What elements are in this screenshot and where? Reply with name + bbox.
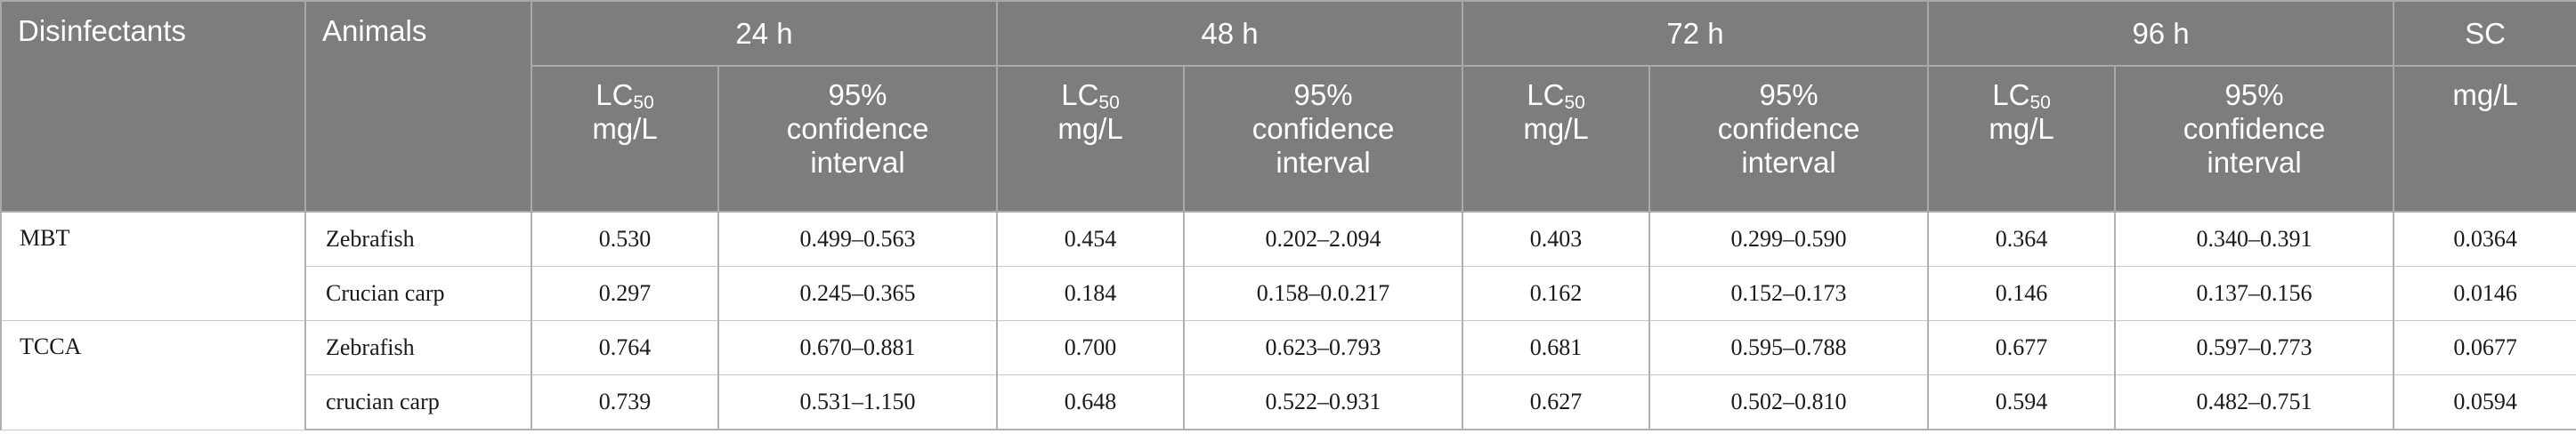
- header-ci-48h: 95% confidence interval: [1183, 65, 1464, 213]
- lc50-48h-cell: 0.648: [996, 374, 1186, 430]
- lc50-72h-cell: 0.627: [1462, 374, 1651, 430]
- ci-96h-cell: 0.482–0.751: [2114, 374, 2395, 430]
- lc-unit: mg/L: [1523, 112, 1589, 145]
- lc-unit: mg/L: [1989, 112, 2054, 145]
- animal-cell: crucian carp: [304, 374, 532, 430]
- lc50-24h-cell: 0.739: [531, 374, 719, 430]
- lc-subscript: 50: [1564, 92, 1585, 113]
- ci-line3: interval: [1276, 146, 1371, 179]
- ci-line1: 95%: [1293, 78, 1353, 111]
- disinfectant-cell: TCCA: [0, 320, 306, 430]
- sc-cell: 0.0364: [2393, 211, 2576, 267]
- sc-cell: 0.0146: [2393, 266, 2576, 321]
- header-disinfectants: Disinfectants: [0, 0, 306, 213]
- lc50-72h-cell: 0.162: [1462, 266, 1651, 321]
- sc-cell: 0.0594: [2393, 374, 2576, 430]
- ci-48h-cell: 0.158–0.0.217: [1183, 266, 1464, 321]
- disinfectant-cell: MBT: [0, 211, 306, 321]
- ci-24h-cell: 0.245–0.365: [717, 266, 999, 321]
- ci-24h-cell: 0.499–0.563: [717, 211, 999, 267]
- ci-line1: 95%: [2224, 78, 2284, 111]
- header-sc-unit: mg/L: [2393, 65, 2576, 213]
- header-lc50-24h: LC50 mg/L: [531, 65, 719, 213]
- ci-line2: confidence: [2183, 112, 2326, 145]
- ci-24h-cell: 0.531–1.150: [717, 374, 999, 430]
- ci-72h-cell: 0.299–0.590: [1648, 211, 1930, 267]
- header-sc: SC: [2393, 0, 2576, 67]
- ci-48h-cell: 0.522–0.931: [1183, 374, 1464, 430]
- ci-72h-cell: 0.595–0.788: [1648, 320, 1930, 375]
- ci-line1: 95%: [1759, 78, 1819, 111]
- header-lc50-96h: LC50 mg/L: [1927, 65, 2117, 213]
- ci-line3: interval: [2207, 146, 2302, 179]
- animal-cell: Zebrafish: [304, 211, 532, 267]
- header-48h: 48 h: [996, 0, 1464, 67]
- header-24h: 24 h: [530, 0, 999, 67]
- ci-line3: interval: [810, 146, 905, 179]
- animal-cell: Zebrafish: [304, 320, 532, 375]
- lc50-48h-cell: 0.700: [996, 320, 1186, 375]
- table-header: Disinfectants Animals 24 h 48 h 72 h 96 …: [0, 0, 2576, 213]
- ci-48h-cell: 0.202–2.094: [1183, 211, 1464, 267]
- lc50-72h-cell: 0.403: [1462, 211, 1651, 267]
- header-ci-96h: 95% confidence interval: [2114, 65, 2395, 213]
- ci-line2: confidence: [786, 112, 929, 145]
- table-row: Crucian carp 0.297 0.245–0.365 0.184 0.1…: [1, 266, 2576, 321]
- ci-72h-cell: 0.152–0.173: [1648, 266, 1930, 321]
- header-lc50-48h: LC50 mg/L: [996, 65, 1186, 213]
- lc-unit: mg/L: [1057, 112, 1123, 145]
- ci-line2: confidence: [1717, 112, 1860, 145]
- lc50-24h-cell: 0.764: [531, 320, 719, 375]
- lc-label: LC: [1061, 78, 1099, 111]
- lc50-96h-cell: 0.146: [1927, 266, 2117, 321]
- ci-72h-cell: 0.502–0.810: [1648, 374, 1930, 430]
- ci-24h-cell: 0.670–0.881: [717, 320, 999, 375]
- table-row: crucian carp 0.739 0.531–1.150 0.648 0.5…: [1, 374, 2576, 430]
- lc50-48h-cell: 0.184: [996, 266, 1186, 321]
- table-row: MBT Zebrafish 0.530 0.499–0.563 0.454 0.…: [0, 211, 2576, 321]
- lc50-24h-cell: 0.530: [531, 211, 719, 267]
- table-row: TCCA Zebrafish 0.764 0.670–0.881 0.700 0…: [0, 320, 2576, 430]
- sc-cell: 0.0677: [2393, 320, 2576, 375]
- header-ci-24h: 95% confidence interval: [717, 65, 999, 213]
- ci-96h-cell: 0.340–0.391: [2114, 211, 2395, 267]
- lc50-72h-cell: 0.681: [1462, 320, 1651, 375]
- header-row-metrics: LC50 mg/L 95% confidence interval LC50 m…: [1, 65, 2576, 213]
- header-72h: 72 h: [1462, 0, 1930, 67]
- ci-line2: confidence: [1252, 112, 1395, 145]
- lc-label: LC: [1527, 78, 1565, 111]
- lc-label: LC: [595, 78, 634, 111]
- lc50-24h-cell: 0.297: [531, 266, 719, 321]
- header-ci-72h: 95% confidence interval: [1648, 65, 1930, 213]
- ci-96h-cell: 0.137–0.156: [2114, 266, 2395, 321]
- lc50-48h-cell: 0.454: [996, 211, 1186, 267]
- header-lc50-72h: LC50 mg/L: [1462, 65, 1651, 213]
- lc-subscript: 50: [1098, 92, 1120, 113]
- header-96h: 96 h: [1927, 0, 2395, 67]
- lc-subscript: 50: [2029, 92, 2051, 113]
- lc-subscript: 50: [633, 92, 654, 113]
- ci-96h-cell: 0.597–0.773: [2114, 320, 2395, 375]
- ci-line1: 95%: [828, 78, 887, 111]
- lc50-96h-cell: 0.364: [1927, 211, 2117, 267]
- header-row-periods: Disinfectants Animals 24 h 48 h 72 h 96 …: [0, 0, 2576, 213]
- header-animals: Animals: [304, 0, 532, 213]
- ci-48h-cell: 0.623–0.793: [1183, 320, 1464, 375]
- animal-cell: Crucian carp: [304, 266, 532, 321]
- ci-line3: interval: [1741, 146, 1836, 179]
- table-body: MBT Zebrafish 0.530 0.499–0.563 0.454 0.…: [0, 211, 2576, 430]
- lc50-96h-cell: 0.677: [1927, 320, 2117, 375]
- lc50-96h-cell: 0.594: [1927, 374, 2117, 430]
- lc-label: LC: [1992, 78, 2030, 111]
- lc-unit: mg/L: [592, 112, 658, 145]
